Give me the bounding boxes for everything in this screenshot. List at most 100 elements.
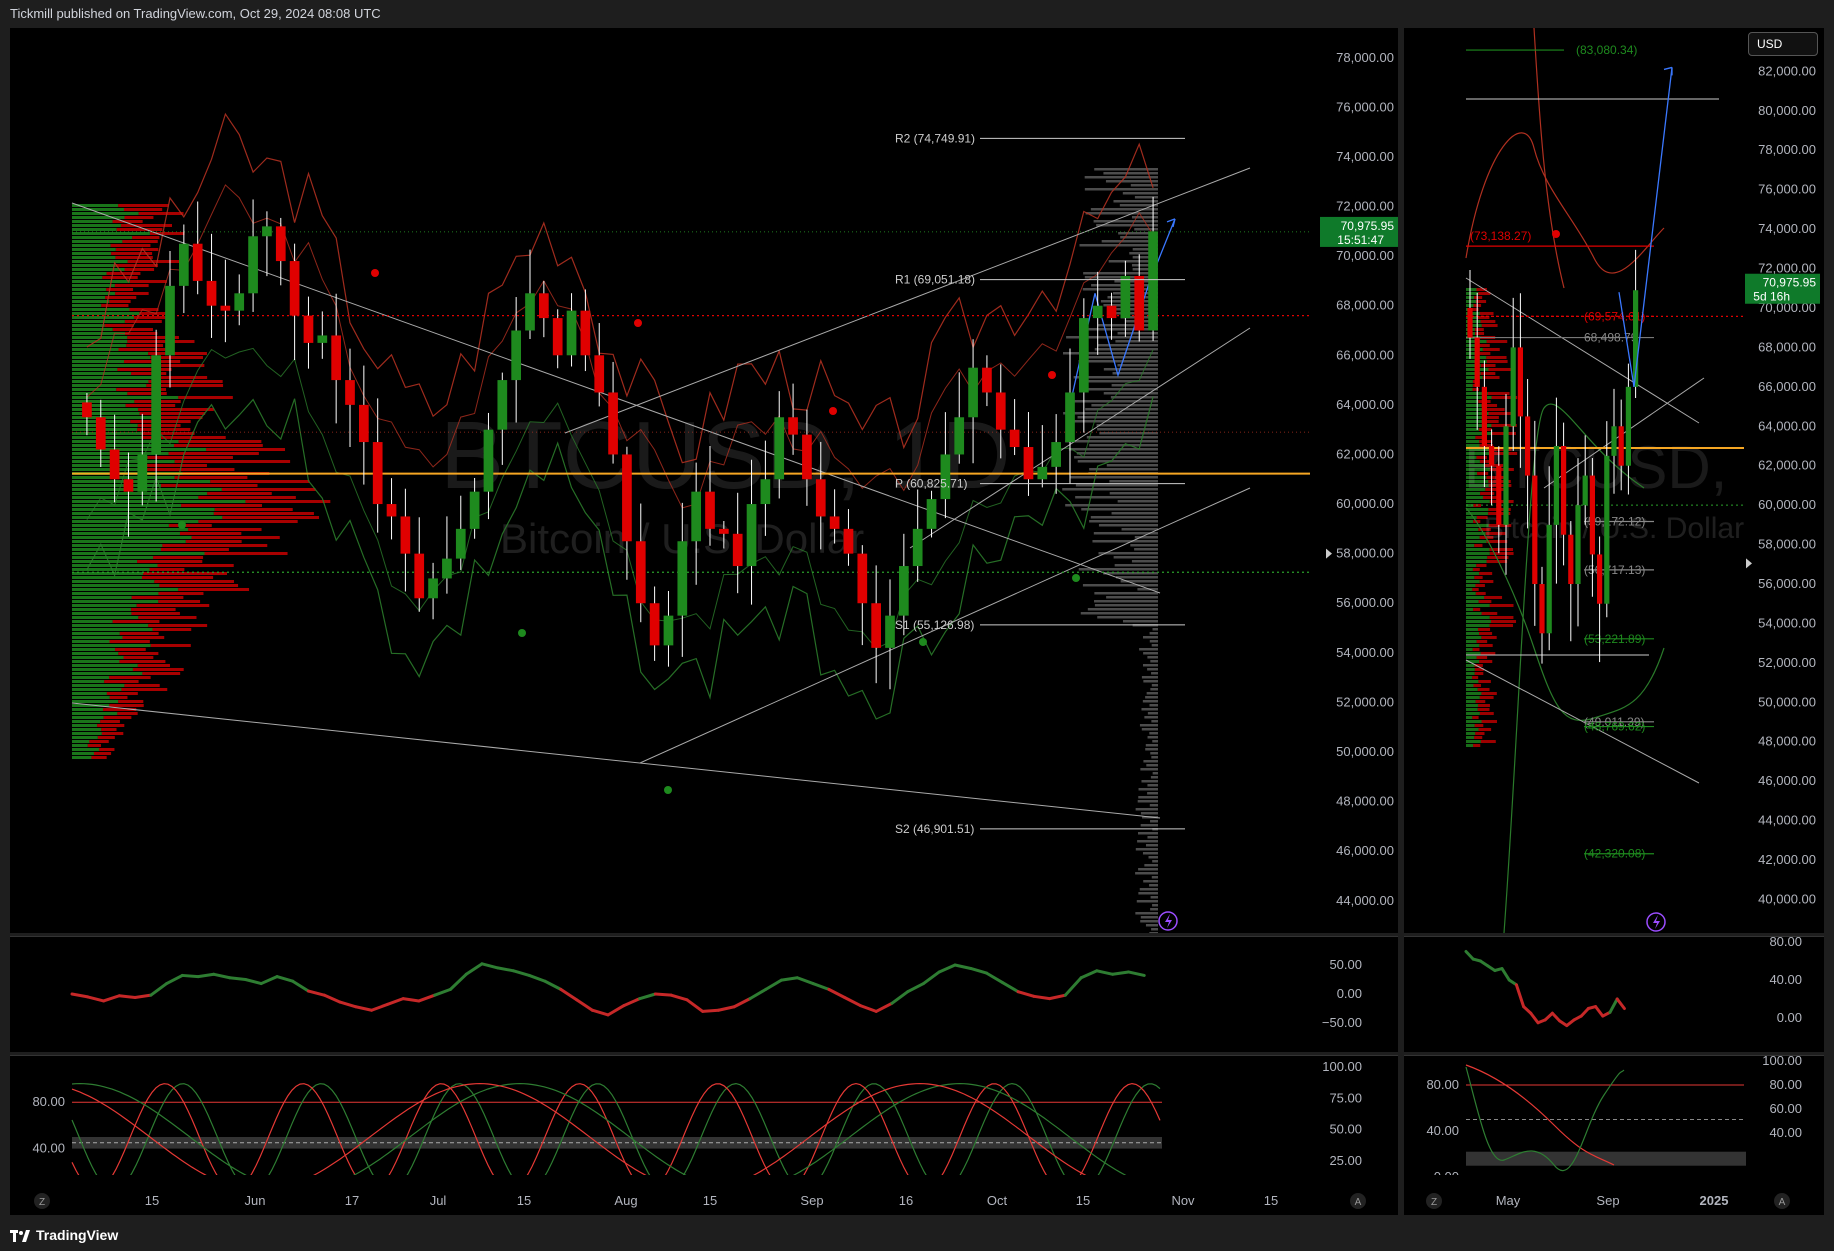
pivot-label: S2 (46,901.51) — [895, 822, 974, 836]
candle-bear — [303, 315, 314, 343]
volume-bar-buy — [1466, 580, 1480, 583]
volume-bar-visible-range — [1149, 732, 1158, 735]
volume-bar-visible-range — [1143, 760, 1158, 763]
volume-bar-buy — [72, 376, 156, 379]
candle-bull — [1037, 466, 1048, 480]
volume-bar-sell — [1479, 312, 1494, 315]
rsi-segment — [1079, 969, 1099, 980]
volume-bar-visible-range — [1093, 220, 1158, 223]
neutral-band — [1466, 1151, 1746, 1166]
weekly-rsi-pane[interactable]: 80.00 40.00 0.00 — [1404, 934, 1824, 1052]
volume-bar-sell — [198, 520, 298, 523]
volume-bar-buy — [72, 636, 123, 639]
volume-bar-sell — [123, 656, 154, 659]
projection-arrow — [1663, 66, 1673, 76]
daily-stoch-pane[interactable]: 80.0040.000.00100.0075.0050.0025.000.001… — [10, 1055, 1398, 1215]
volume-bar-sell — [245, 500, 331, 503]
volume-bar-sell — [157, 564, 234, 567]
rsi-segment — [480, 962, 500, 970]
volume-bar-sell — [124, 216, 154, 219]
volume-bar-sell — [124, 268, 155, 271]
volume-bar-buy — [72, 724, 98, 727]
volume-bar-sell — [124, 320, 162, 323]
volume-bar-visible-range — [1138, 788, 1158, 791]
volume-bar-sell — [149, 232, 185, 235]
volume-bar-sell — [1473, 684, 1481, 687]
volume-bar-buy — [72, 440, 179, 443]
rsi-segment — [291, 979, 311, 993]
candle-bear — [788, 417, 798, 435]
volume-bar-buy — [1466, 540, 1487, 543]
candle-bull — [137, 454, 148, 492]
daily-rsi-chart[interactable]: 50.00 0.00 −50.00 — [10, 936, 1398, 1052]
volume-bar-sell — [1474, 544, 1483, 547]
rsi-segment — [1514, 983, 1526, 1009]
rsi-segment — [354, 1005, 374, 1012]
volume-bar-sell — [1474, 296, 1483, 299]
weekly-stoch-chart[interactable]: 80.0040.000.00100.0080.0060.0040.00MaySe… — [1404, 1053, 1824, 1215]
volume-bar-visible-range — [1140, 916, 1158, 919]
volume-bar-sell — [1473, 608, 1481, 611]
volume-bar-sell — [122, 636, 165, 639]
volume-bar-sell — [1478, 352, 1491, 355]
volume-bar-sell — [207, 492, 272, 495]
volume-bar-visible-range — [1149, 804, 1158, 807]
volume-bar-sell — [147, 456, 233, 459]
volume-bar-buy — [72, 560, 138, 563]
stoch-left-tick: 40.00 — [32, 1141, 65, 1156]
volume-bar-visible-range — [1083, 272, 1158, 275]
candle-bear — [608, 392, 618, 455]
volume-bar-visible-range — [1152, 904, 1158, 907]
rsi-tick-label: 80.00 — [1769, 936, 1802, 949]
volume-bar-visible-range — [1144, 716, 1158, 719]
candle-bear — [206, 280, 217, 306]
volume-bar-sell — [1481, 636, 1497, 639]
volume-bar-visible-range — [1147, 712, 1158, 715]
daily-price-pane[interactable]: BTCUSD, 1D Bitcoin / U.S. Dollar R2 (74,7… — [10, 28, 1398, 935]
currency-button[interactable]: USD — [1748, 32, 1818, 56]
daily-stoch-chart[interactable]: 80.0040.000.00100.0075.0050.0025.000.001… — [10, 1055, 1398, 1215]
volume-bar-visible-range — [1147, 792, 1158, 795]
volume-bar-sell — [1477, 316, 1490, 319]
volume-bar-buy — [72, 432, 142, 435]
volume-bar-buy — [1466, 548, 1490, 551]
volume-bar-sell — [87, 744, 101, 747]
candle-bull — [1575, 505, 1581, 585]
rsi-segment — [1579, 1007, 1590, 1018]
candle-bear — [192, 243, 203, 281]
volume-bar-visible-range — [1151, 876, 1158, 879]
volume-bar-visible-range — [1140, 812, 1158, 815]
candle-bear — [705, 491, 715, 529]
volume-bar-sell — [1486, 540, 1508, 543]
rsi-segment — [1095, 969, 1115, 976]
volume-bar-buy — [72, 528, 189, 531]
rsi-segment — [275, 975, 295, 983]
volume-bar-visible-range — [1085, 212, 1158, 215]
candle-bear — [1597, 554, 1603, 604]
rsi-segment — [969, 966, 989, 975]
rsi-segment — [433, 987, 452, 997]
weekly-price-pane[interactable]: BTCUSD, 1W Bitcoin / U.S. Dollar (83,080.3… — [1404, 27, 1834, 934]
volume-bar-buy — [72, 532, 180, 535]
footer-brand[interactable]: TradingView — [10, 1227, 118, 1243]
rsi-segment — [322, 993, 342, 1004]
volume-bar-sell — [106, 272, 141, 275]
volume-bar-buy — [72, 664, 138, 667]
bar-countdown-label: 5d 16h — [1753, 290, 1790, 304]
volume-bar-buy — [72, 564, 158, 567]
swing-low-marker — [919, 638, 927, 646]
rsi-segment — [385, 997, 405, 1006]
volume-bar-visible-range — [1113, 200, 1158, 203]
weekly-rsi-chart[interactable]: 80.00 40.00 0.00 — [1404, 934, 1824, 1052]
daily-rsi-pane[interactable]: 50.00 0.00 −50.00 — [10, 936, 1398, 1052]
volume-bar-sell — [1479, 696, 1494, 699]
swing-high-marker — [634, 319, 642, 327]
weekly-stoch-pane[interactable]: 80.0040.000.00100.0080.0060.0040.00MaySe… — [1404, 1053, 1824, 1215]
volume-bar-sell — [124, 684, 160, 687]
volume-bar-buy — [72, 580, 155, 583]
volume-bar-sell — [117, 368, 172, 371]
volume-bar-buy — [72, 520, 199, 523]
rsi-segment — [259, 975, 279, 986]
